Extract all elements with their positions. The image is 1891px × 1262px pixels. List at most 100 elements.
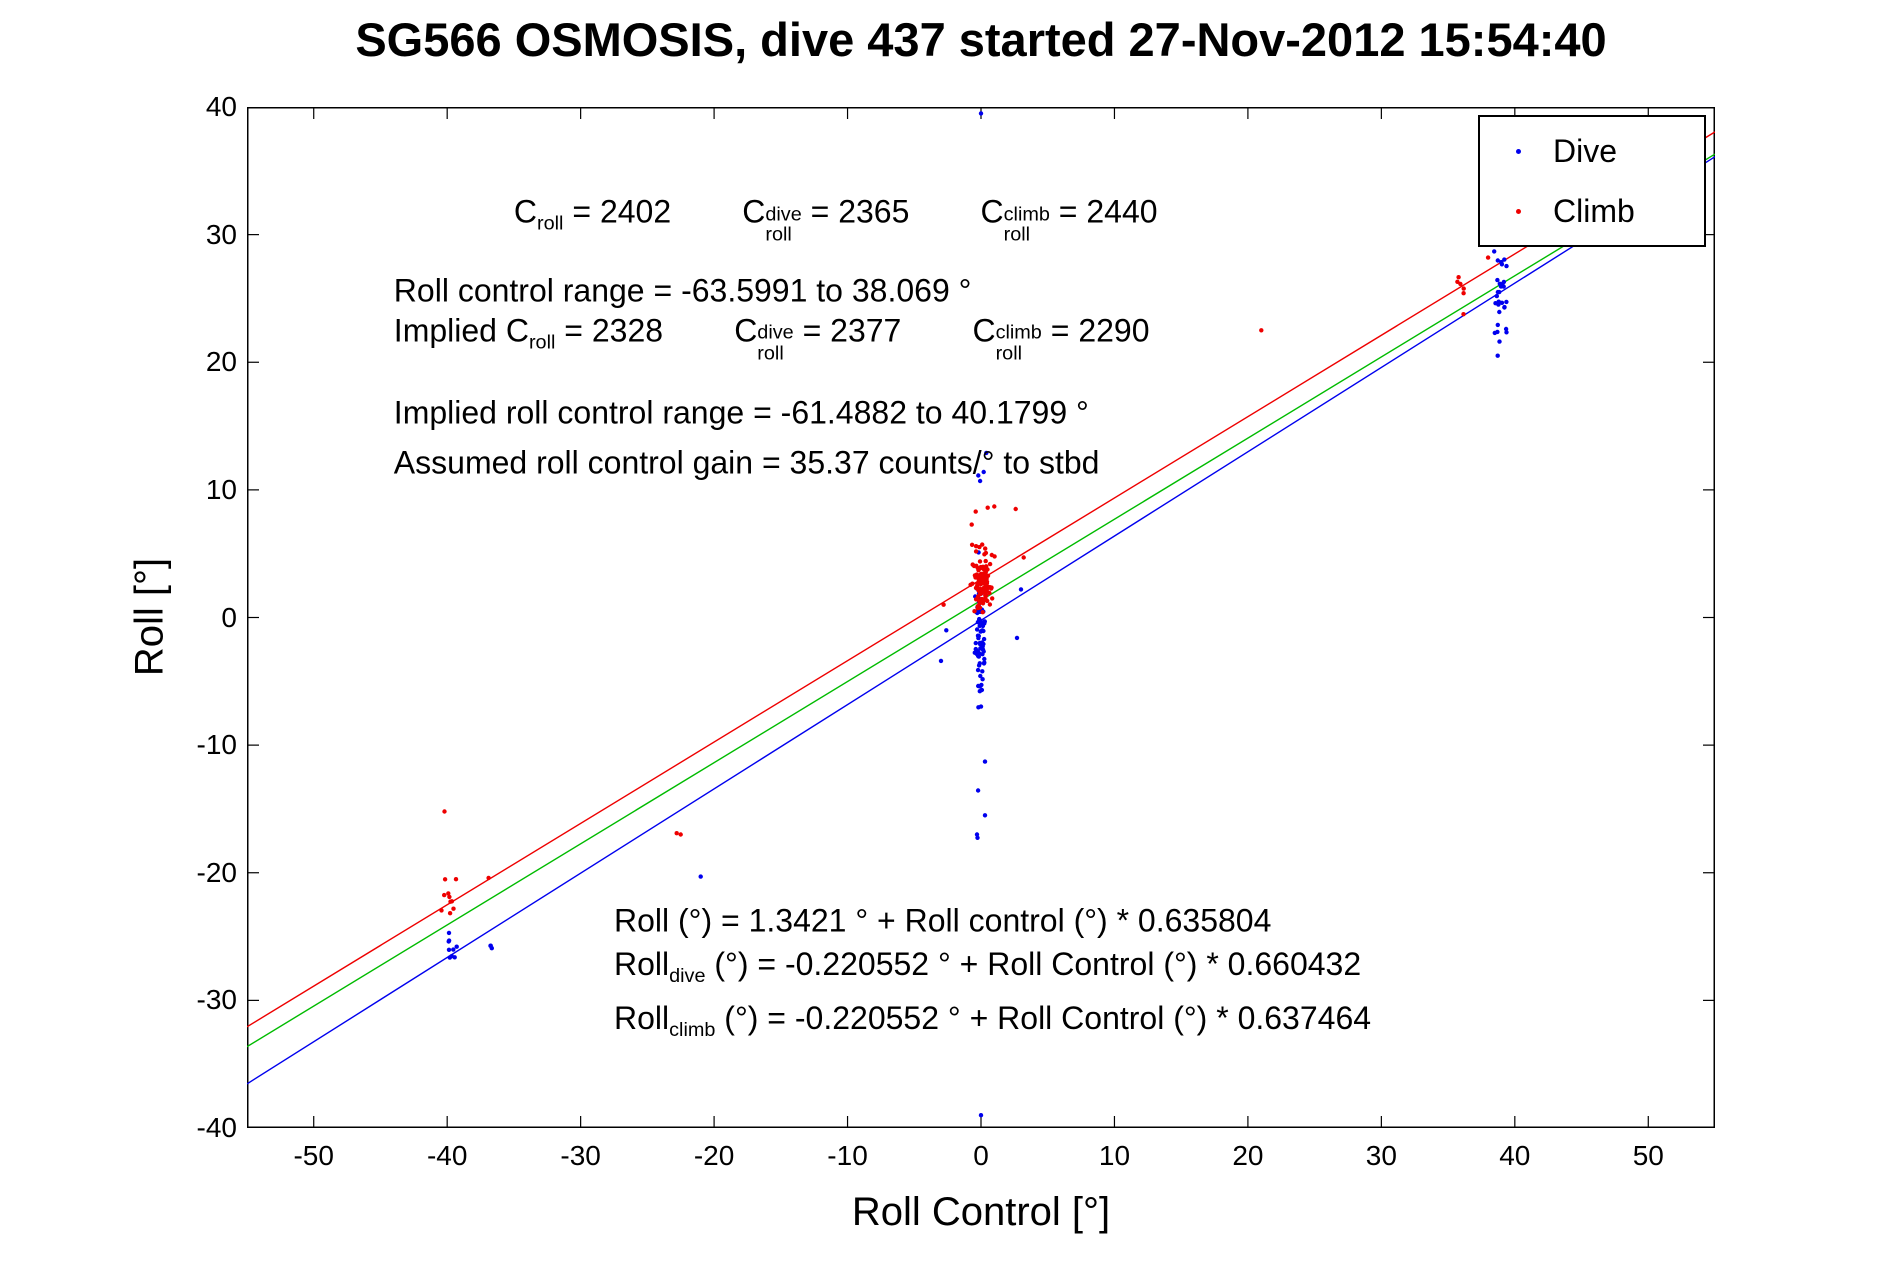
- dive-point: [975, 667, 981, 673]
- climb-point: [446, 891, 451, 896]
- dive-point: [944, 628, 949, 633]
- dive-point: [978, 1113, 984, 1118]
- annotation-5: Roll (°) = 1.3421 ° + Roll control (°) *…: [614, 902, 1272, 939]
- x-tick-label: 20: [1232, 1140, 1264, 1171]
- climb-point: [447, 911, 453, 916]
- x-tick-label: 30: [1365, 1140, 1397, 1171]
- dive-point: [977, 478, 983, 484]
- dive-point: [977, 661, 982, 666]
- climb-point: [990, 596, 995, 601]
- dive-point: [1497, 289, 1502, 295]
- annotation-4: Assumed roll control gain = 35.37 counts…: [393, 444, 1100, 481]
- legend-label-dive: Dive: [1553, 132, 1618, 169]
- dive-point: [1495, 258, 1501, 263]
- dive-point: [975, 788, 981, 793]
- climb-point: [1259, 328, 1264, 333]
- dive-point: [981, 636, 987, 642]
- dive-point: [446, 938, 452, 943]
- x-tick-label: 10: [1098, 1140, 1131, 1171]
- dive-point: [1492, 249, 1497, 254]
- climb-point: [941, 602, 946, 607]
- dive-point: [976, 705, 981, 710]
- climb-point: [982, 570, 987, 576]
- dive-point: [1502, 304, 1507, 310]
- climb-point: [983, 546, 988, 551]
- dive-point: [1499, 262, 1505, 267]
- dive-point: [452, 955, 457, 960]
- dive-point: [982, 759, 988, 764]
- climb-point: [1013, 506, 1018, 512]
- y-tick-label: 20: [205, 346, 237, 378]
- climb-point: [442, 877, 448, 882]
- climb-point: [449, 899, 455, 904]
- climb-point: [973, 509, 978, 514]
- x-tick-label: -50: [293, 1140, 334, 1171]
- climb-point: [969, 522, 974, 527]
- climb-point: [453, 877, 459, 882]
- dive-point: [982, 813, 988, 818]
- climb-point: [439, 908, 444, 913]
- x-axis-label: Roll Control [°]: [851, 1190, 1111, 1234]
- dive-point: [979, 687, 985, 693]
- dive-point: [981, 661, 987, 666]
- climb-point: [969, 542, 975, 547]
- climb-point: [984, 567, 989, 572]
- climb-point: [989, 552, 994, 558]
- dive-point: [978, 673, 983, 679]
- climb-point: [987, 585, 993, 590]
- dive-point: [1501, 279, 1507, 285]
- climb-point: [980, 542, 985, 547]
- dive-point: [975, 633, 981, 638]
- climb-point: [980, 601, 986, 606]
- dive-point: [980, 677, 985, 682]
- x-tick-label: 40: [1499, 1140, 1531, 1171]
- legend-item-dive: Dive: [1480, 133, 1704, 170]
- dive-point: [974, 832, 980, 837]
- dive-point: [982, 656, 987, 662]
- climb-point: [1485, 255, 1491, 260]
- dive-point: [938, 658, 944, 664]
- climb-point: [973, 549, 979, 554]
- dive-point: [981, 628, 986, 634]
- climb-point: [973, 544, 979, 549]
- climb-point: [987, 590, 992, 596]
- dive-point: [1497, 339, 1502, 344]
- legend-label-climb: Climb: [1553, 192, 1635, 229]
- climb-point: [1461, 286, 1466, 291]
- climb-point: [987, 602, 993, 607]
- y-tick-label: -30: [196, 984, 237, 1016]
- dive-point: [446, 947, 452, 952]
- climb-point: [674, 831, 679, 836]
- climb-points: [439, 240, 1496, 916]
- dive-point: [978, 111, 984, 116]
- dive-point: [1497, 309, 1502, 315]
- climb-point: [678, 832, 683, 837]
- dive-point: [978, 646, 983, 651]
- climb-point: [992, 504, 997, 509]
- dive-point: [978, 640, 984, 646]
- climb-marker-icon: [1516, 208, 1521, 214]
- dive-point: [446, 930, 452, 936]
- annotation-6: Rolldive (°) = -0.220552 ° + Roll Contro…: [614, 946, 1362, 988]
- legend-item-climb: Climb: [1480, 193, 1704, 230]
- x-tick-label: -10: [827, 1140, 868, 1171]
- climb-point: [980, 580, 986, 585]
- y-tick-label: 0: [221, 601, 237, 633]
- annotation-1: Roll control range = -63.5991 to 38.069 …: [393, 272, 972, 309]
- dive-point: [984, 450, 989, 456]
- dive-point: [1495, 353, 1500, 358]
- climb-point: [978, 591, 983, 597]
- climb-point: [987, 561, 993, 567]
- dive-point: [982, 619, 987, 624]
- climb-point: [983, 558, 988, 564]
- dive-point: [1018, 587, 1024, 592]
- climb-point: [972, 609, 977, 614]
- climb-point: [442, 892, 447, 898]
- climb-point: [1456, 275, 1461, 280]
- x-tick-label: -30: [560, 1140, 601, 1171]
- x-tick-label: 0: [973, 1140, 989, 1171]
- dive-marker-icon: [1516, 148, 1521, 154]
- dive-point: [1492, 330, 1498, 336]
